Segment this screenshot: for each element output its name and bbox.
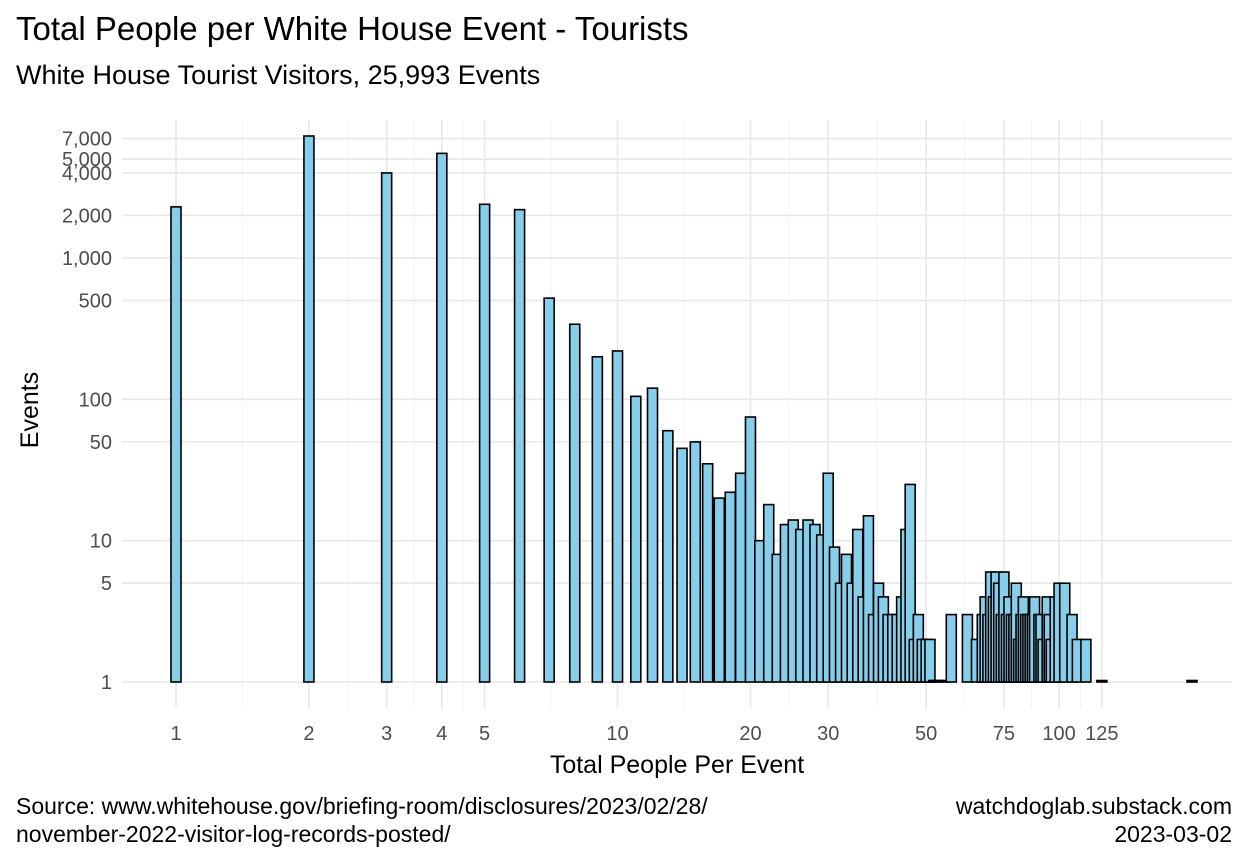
bar — [646, 387, 659, 683]
bar — [1186, 679, 1198, 683]
bar — [713, 497, 726, 683]
bar — [513, 208, 526, 683]
x-tick-label: 30 — [817, 723, 839, 745]
chart-title: Total People per White House Event - Tou… — [16, 10, 689, 47]
credit-caption-date: 2023-03-02 — [1114, 821, 1232, 847]
x-tick-label: 2 — [303, 723, 314, 745]
bar — [478, 203, 491, 683]
y-tick-label: 4,000 — [62, 163, 112, 185]
x-tick-label: 50 — [915, 723, 937, 745]
source-caption: Source: www.whitehouse.gov/briefing-room… — [16, 792, 708, 848]
x-tick-label: 10 — [606, 723, 628, 745]
y-tick-label: 1,000 — [62, 248, 112, 270]
bar — [676, 447, 688, 683]
y-tick-label: 1 — [101, 672, 112, 694]
bar — [630, 395, 642, 683]
bar — [945, 613, 958, 683]
bar — [924, 638, 936, 683]
credit-caption: watchdoglab.substack.com 2023-03-02 — [956, 792, 1232, 848]
bar — [543, 297, 555, 683]
x-axis-tick-labels: 1 2 3 4 5 10 20 30 50 75 100 125 — [170, 723, 1118, 745]
x-tick-label: 100 — [1042, 723, 1075, 745]
source-caption-line-2: november-2022-visitor-log-records-posted… — [16, 821, 451, 847]
source-caption-line-1: Source: www.whitehouse.gov/briefing-room… — [16, 793, 708, 819]
x-tick-label: 4 — [436, 723, 447, 745]
bar — [568, 323, 581, 683]
x-tick-label: 3 — [381, 723, 392, 745]
y-tick-label: 7,000 — [62, 129, 112, 151]
x-axis-title: Total People Per Event — [550, 751, 804, 779]
y-axis-title: Events — [16, 372, 44, 448]
x-tick-label: 1 — [170, 723, 181, 745]
y-tick-label: 5,000 — [62, 149, 112, 171]
y-tick-label: 5 — [101, 573, 112, 595]
x-tick-label: 125 — [1085, 723, 1118, 745]
bar — [701, 462, 714, 683]
y-tick-label: 100 — [79, 389, 112, 411]
x-tick-label: 5 — [479, 723, 490, 745]
y-tick-label: 50 — [90, 432, 112, 454]
bar — [1080, 638, 1092, 683]
bar — [591, 355, 604, 683]
bar — [689, 441, 702, 683]
bar — [1096, 679, 1108, 683]
x-tick-label: 75 — [993, 723, 1015, 745]
bar — [170, 206, 182, 683]
bar — [380, 172, 393, 683]
bar — [436, 152, 448, 683]
bar — [303, 135, 315, 683]
bar — [662, 429, 674, 683]
y-tick-label: 10 — [90, 531, 112, 553]
y-tick-label: 2,000 — [62, 205, 112, 227]
bar — [734, 472, 747, 683]
bar — [724, 491, 737, 683]
bar — [744, 416, 757, 683]
credit-caption-site: watchdoglab.substack.com — [955, 793, 1232, 819]
x-tick-label: 20 — [739, 723, 761, 745]
chart-subtitle: White House Tourist Visitors, 25,993 Eve… — [16, 60, 541, 90]
y-tick-label: 500 — [79, 291, 112, 313]
bars — [170, 135, 1198, 683]
bar — [611, 350, 624, 683]
